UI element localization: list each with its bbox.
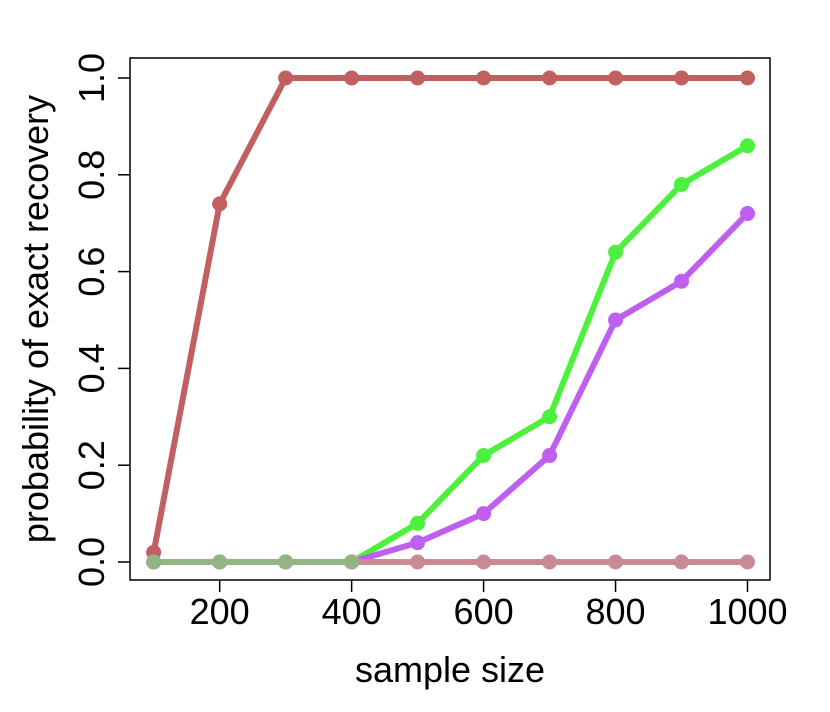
- series-4-point: [476, 554, 492, 570]
- series-5-point: [212, 554, 228, 570]
- y-tick-label: 0.6: [71, 247, 112, 297]
- series-4-point: [608, 554, 624, 570]
- series-4-point: [410, 554, 426, 570]
- series-4-point: [674, 554, 690, 570]
- series-5-point: [278, 554, 294, 570]
- series-4-point: [542, 554, 558, 570]
- x-tick-label: 1000: [707, 591, 787, 632]
- plot-frame: [129, 57, 771, 581]
- series-3-point: [476, 506, 492, 522]
- y-tick-label: 0.8: [71, 150, 112, 200]
- series-4-point: [740, 554, 755, 570]
- series-3-point: [410, 535, 426, 551]
- series-1-point: [542, 70, 558, 86]
- series-3-line: [150, 210, 751, 565]
- series-layer: [146, 70, 755, 570]
- series-1-point: [212, 196, 228, 212]
- series-3: [146, 206, 755, 570]
- x-tick-label: 600: [454, 591, 514, 632]
- series-2-point: [674, 176, 690, 192]
- series-5-point: [344, 554, 360, 570]
- series-2-point: [542, 409, 558, 425]
- series-1-point: [410, 70, 426, 86]
- series-1-point: [740, 70, 755, 86]
- series-1-point: [344, 70, 360, 86]
- x-tick-label: 400: [322, 591, 382, 632]
- series-2-point: [476, 448, 492, 464]
- series-3-point: [674, 273, 690, 289]
- series-2-point: [608, 244, 624, 260]
- series-1-point: [278, 70, 294, 86]
- series-1-point: [674, 70, 690, 86]
- y-tick-label: 1.0: [71, 53, 112, 103]
- y-tick-label: 0.0: [71, 537, 112, 587]
- x-axis-title: sample size: [355, 649, 545, 690]
- x-tick-label: 800: [586, 591, 646, 632]
- y-axis-title: probability of exact recovery: [15, 95, 56, 543]
- series-3-point: [740, 206, 755, 222]
- series-3-point: [608, 312, 624, 328]
- series-5-point: [146, 554, 162, 570]
- series-1-line: [150, 75, 751, 556]
- series-1: [146, 70, 755, 560]
- x-axis: 200 400 600 800 1000: [190, 580, 788, 632]
- series-2-point: [410, 515, 426, 531]
- series-2: [146, 138, 755, 570]
- series-1-point: [476, 70, 492, 86]
- y-axis: 0.0 0.2 0.4 0.6 0.8 1.0: [71, 53, 130, 587]
- y-tick-label: 0.4: [71, 343, 112, 393]
- x-tick-label: 200: [190, 591, 250, 632]
- series-2-line: [150, 142, 751, 565]
- series-5: [146, 554, 360, 570]
- series-2-point: [740, 138, 755, 154]
- series-3-point: [542, 448, 558, 464]
- series-1-point: [608, 70, 624, 86]
- y-tick-label: 0.2: [71, 440, 112, 490]
